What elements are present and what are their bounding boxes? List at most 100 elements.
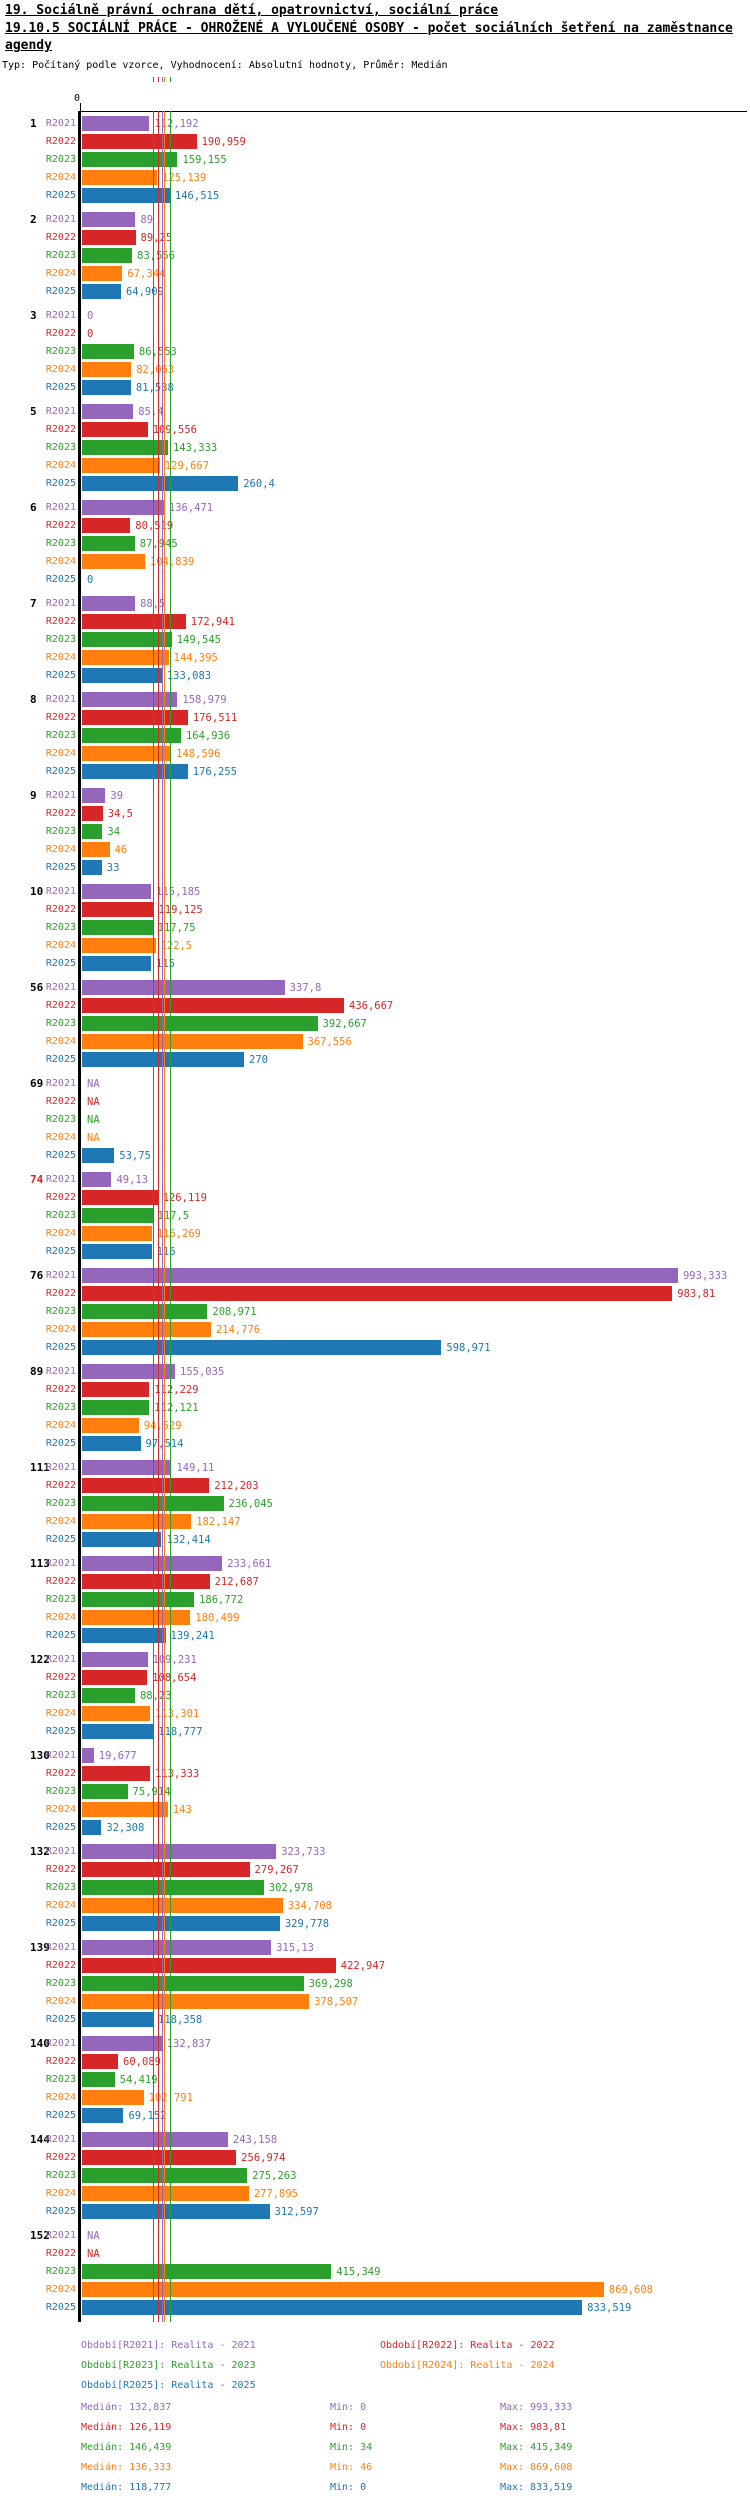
bar-R2025 — [82, 1724, 154, 1739]
bar-R2022 — [82, 1478, 210, 1493]
year-label: R2023 — [45, 1018, 76, 1029]
bar-R2023 — [82, 248, 133, 263]
bar-R2025 — [82, 188, 170, 203]
bar-R2025 — [82, 764, 188, 779]
bar-R2024 — [82, 2186, 249, 2201]
group-label: 1 — [30, 117, 37, 130]
year-label: R2022 — [45, 1000, 76, 1011]
year-label: R2022 — [45, 616, 76, 627]
bar-R2021 — [82, 1940, 272, 1955]
year-label: R2024 — [45, 1132, 76, 1143]
bar-R2022 — [82, 422, 148, 437]
value-label: 176,255 — [192, 766, 238, 778]
bar-R2022 — [82, 1286, 673, 1301]
value-label: 149,545 — [176, 634, 221, 646]
bar-R2021 — [82, 1748, 94, 1763]
year-label: R2022 — [45, 1864, 76, 1875]
stat-median: Medián: 146,439 — [81, 2442, 172, 2453]
bar-R2024 — [82, 842, 110, 857]
year-label: R2025 — [45, 958, 76, 969]
value-label: 109,556 — [152, 424, 197, 436]
bar-R2023 — [82, 728, 181, 743]
value-label: 260,4 — [243, 478, 275, 490]
bar-R2024 — [82, 1034, 303, 1049]
year-label: R2023 — [45, 538, 76, 549]
group-label: 5 — [30, 405, 37, 418]
year-label: R2021 — [45, 982, 76, 993]
year-label: R2021 — [45, 1462, 76, 1473]
value-label: 415,349 — [336, 2266, 381, 2278]
bar-R2021 — [82, 1556, 223, 1571]
bar-R2024 — [82, 938, 156, 953]
year-label: R2022 — [45, 1672, 76, 1683]
year-label: R2023 — [45, 346, 76, 357]
year-label: R2025 — [45, 1534, 76, 1545]
year-label: R2023 — [45, 730, 76, 741]
year-label: R2025 — [45, 766, 76, 777]
value-label: 88,23 — [139, 1690, 172, 1702]
year-label: R2023 — [45, 1114, 76, 1125]
value-label: 422,947 — [340, 1960, 386, 1972]
year-label: R2023 — [45, 154, 76, 165]
value-label: 190,959 — [201, 136, 246, 148]
year-label: R2022 — [45, 904, 76, 915]
value-label: 0 — [87, 328, 94, 340]
x-axis-line — [78, 111, 747, 112]
bar-R2022 — [82, 2150, 237, 2165]
year-label: R2024 — [45, 2284, 76, 2295]
year-label: R2023 — [45, 1594, 76, 1605]
value-label: 89 — [140, 214, 154, 226]
year-label: R2025 — [45, 2110, 76, 2121]
year-label: R2021 — [45, 1270, 76, 1281]
group-label: 140 — [30, 2037, 50, 2050]
year-label: R2021 — [45, 886, 76, 897]
value-label: 164,936 — [185, 730, 231, 742]
value-label: 34,5 — [107, 808, 133, 820]
value-label: 126,119 — [162, 1192, 207, 1204]
value-label: 132,837 — [166, 2038, 211, 2050]
group-label: 9 — [30, 789, 37, 802]
value-label: 117,5 — [157, 1210, 190, 1222]
value-label: 279,267 — [254, 1864, 299, 1876]
bar-R2025 — [82, 668, 162, 683]
year-label: R2023 — [45, 2074, 76, 2085]
bar-R2023 — [82, 2264, 332, 2279]
bar-R2024 — [82, 170, 158, 185]
bar-R2021 — [82, 2132, 228, 2147]
bar-R2021 — [82, 884, 152, 899]
bar-R2025 — [82, 380, 131, 395]
bar-R2021 — [82, 116, 150, 131]
bar-R2024 — [82, 1514, 192, 1529]
year-label: R2021 — [45, 406, 76, 417]
stat-min: Min: 46 — [330, 2462, 373, 2473]
value-label: 113,333 — [154, 1768, 200, 1780]
x-axis-zero-tick-mark — [80, 103, 81, 111]
value-label: 436,667 — [349, 1000, 394, 1012]
bar-R2025 — [82, 1052, 244, 1067]
group-label: 152 — [30, 2229, 50, 2242]
year-label: R2024 — [45, 2092, 76, 2103]
median-line-top-tick — [169, 77, 171, 82]
legend-item: Období[R2025]: Realita - 2025 — [81, 2380, 256, 2391]
year-label: R2021 — [45, 1078, 76, 1089]
year-label: R2025 — [45, 382, 76, 393]
year-label: R2021 — [45, 694, 76, 705]
median-line-top-tick — [157, 77, 159, 82]
value-label: 69,152 — [128, 2110, 167, 2122]
value-label: 19,677 — [98, 1750, 137, 1762]
value-label: 329,778 — [284, 1918, 330, 1930]
bar-R2023 — [82, 1688, 135, 1703]
value-label: 598,971 — [446, 1342, 491, 1354]
year-label: R2024 — [45, 364, 76, 375]
year-label: R2023 — [45, 2170, 76, 2181]
year-label: R2023 — [45, 1210, 76, 1221]
year-label: R2023 — [45, 442, 76, 453]
bar-R2024 — [82, 1994, 310, 2009]
stat-median: Medián: 126,119 — [81, 2422, 172, 2433]
value-label: 139,241 — [170, 1630, 215, 1642]
value-label: 212,203 — [214, 1480, 259, 1492]
value-label: 212,687 — [214, 1576, 259, 1588]
bar-R2022 — [82, 1958, 336, 1973]
value-label: 149,11 — [176, 1462, 215, 1474]
year-label: R2021 — [45, 1174, 76, 1185]
